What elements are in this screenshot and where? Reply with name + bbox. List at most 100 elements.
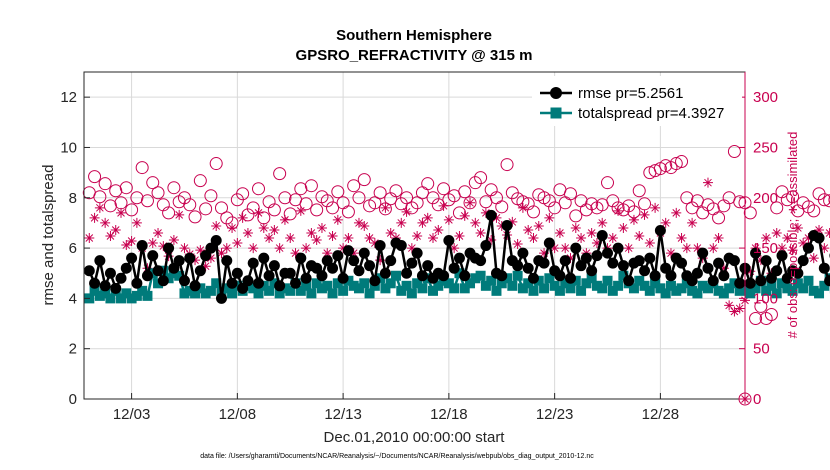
totalspread-point bbox=[639, 280, 650, 291]
possible-obs-point bbox=[236, 187, 250, 201]
rmse-point bbox=[771, 265, 783, 277]
rmse-point bbox=[602, 247, 614, 259]
totalspread-point bbox=[613, 280, 624, 291]
x-tick-label: 12/08 bbox=[219, 406, 257, 423]
possible-obs-point bbox=[764, 307, 778, 321]
rmse-point bbox=[327, 262, 339, 274]
possible-obs-point bbox=[267, 203, 281, 217]
possible-obs-point bbox=[241, 208, 255, 222]
totalspread-point bbox=[597, 283, 608, 294]
rmse-point bbox=[126, 252, 138, 264]
possible-obs-point bbox=[331, 185, 345, 199]
assimilated-obs-point bbox=[771, 227, 782, 238]
totalspread-point bbox=[787, 285, 798, 296]
rmse-point bbox=[263, 270, 275, 282]
assimilated-obs-point bbox=[533, 220, 544, 231]
possible-obs-point bbox=[98, 177, 112, 191]
possible-obs-point bbox=[754, 299, 768, 313]
totalspread-point bbox=[512, 270, 523, 281]
legend-spread-marker bbox=[550, 107, 562, 119]
possible-obs-point bbox=[638, 197, 652, 211]
possible-obs-point bbox=[119, 181, 133, 195]
assimilated-obs-point bbox=[327, 231, 338, 242]
assimilated-obs-point bbox=[676, 233, 687, 244]
possible-obs-point bbox=[299, 197, 313, 211]
totalspread-point bbox=[565, 283, 576, 294]
totalspread-point bbox=[808, 285, 819, 296]
possible-obs-point bbox=[437, 182, 451, 196]
rmse-point bbox=[633, 255, 645, 267]
assimilated-obs-point bbox=[808, 253, 819, 264]
chart-title: Southern Hemisphere bbox=[336, 27, 492, 44]
rmse-point bbox=[379, 267, 391, 279]
totalspread-point bbox=[359, 278, 370, 289]
possible-obs-point bbox=[151, 186, 165, 200]
possible-obs-point bbox=[93, 190, 107, 204]
edge-possible-marker bbox=[738, 392, 752, 406]
assimilated-obs-point bbox=[242, 227, 253, 238]
rmse-point bbox=[744, 277, 756, 289]
rmse-point bbox=[210, 235, 222, 247]
totalspread-point bbox=[782, 283, 793, 294]
rmse-point bbox=[797, 255, 809, 267]
assimilated-obs-point bbox=[628, 214, 639, 225]
possible-obs-point bbox=[125, 203, 139, 217]
x-tick-label: 12/18 bbox=[430, 406, 468, 423]
assimilated-obs-point bbox=[396, 217, 407, 228]
possible-obs-point bbox=[733, 195, 747, 209]
totalspread-point bbox=[401, 280, 412, 291]
totalspread-point bbox=[428, 285, 439, 296]
assimilated-obs-point bbox=[221, 243, 232, 254]
possible-obs-point bbox=[680, 191, 694, 205]
totalspread-point bbox=[375, 273, 386, 284]
rmse-point bbox=[385, 255, 397, 267]
y-tick-label-left: 4 bbox=[69, 290, 77, 307]
assimilated-obs-point bbox=[227, 222, 238, 233]
rmse-point bbox=[89, 277, 101, 289]
totalspread-point bbox=[660, 288, 671, 299]
series-layer bbox=[82, 144, 830, 326]
assimilated-obs-point bbox=[639, 209, 650, 220]
rmse-point bbox=[538, 257, 550, 269]
assimilated-obs-point bbox=[724, 300, 735, 311]
totalspread-point bbox=[819, 280, 830, 291]
assimilated-obs-point bbox=[290, 248, 301, 259]
totalspread-point bbox=[153, 278, 164, 289]
y-tick-label-right: 150 bbox=[753, 240, 778, 257]
possible-obs-point bbox=[410, 196, 424, 210]
rmse-point bbox=[258, 252, 270, 264]
totalspread-point bbox=[433, 280, 444, 291]
rmse-point bbox=[728, 255, 740, 267]
possible-obs-point bbox=[103, 199, 117, 213]
rmse-point bbox=[406, 257, 418, 269]
possible-obs-point bbox=[400, 191, 414, 205]
possible-obs-point bbox=[167, 181, 181, 195]
assimilated-obs-point bbox=[364, 233, 375, 244]
rmse-point bbox=[580, 252, 592, 264]
totalspread-point bbox=[100, 288, 111, 299]
possible-obs-point bbox=[220, 211, 234, 225]
rmse-point bbox=[755, 275, 767, 287]
assimilated-obs-point bbox=[777, 243, 788, 254]
rmse-point bbox=[131, 277, 143, 289]
y-tick-label-left: 6 bbox=[69, 240, 77, 257]
assimilated-obs-point bbox=[306, 227, 317, 238]
rmse-point bbox=[448, 262, 460, 274]
totalspread-point bbox=[665, 280, 676, 291]
totalspread-point bbox=[322, 280, 333, 291]
assimilated-obs-point bbox=[168, 235, 179, 246]
possible-obs-point bbox=[807, 204, 821, 218]
rmse-point bbox=[83, 265, 95, 277]
possible-obs-point bbox=[183, 198, 197, 212]
possible-obs-point bbox=[770, 201, 784, 215]
assimilated-obs-point bbox=[295, 205, 306, 216]
y-tick-label-right: 250 bbox=[753, 139, 778, 156]
assimilated-obs-point bbox=[322, 248, 333, 259]
totalspread-point bbox=[607, 285, 618, 296]
rmse-point bbox=[290, 277, 302, 289]
rmse-point bbox=[639, 265, 651, 277]
assimilated-obs-point bbox=[343, 233, 354, 244]
y-tick-label-left: 8 bbox=[69, 190, 77, 207]
rmse-point bbox=[353, 265, 365, 277]
totalspread-point bbox=[465, 278, 476, 289]
